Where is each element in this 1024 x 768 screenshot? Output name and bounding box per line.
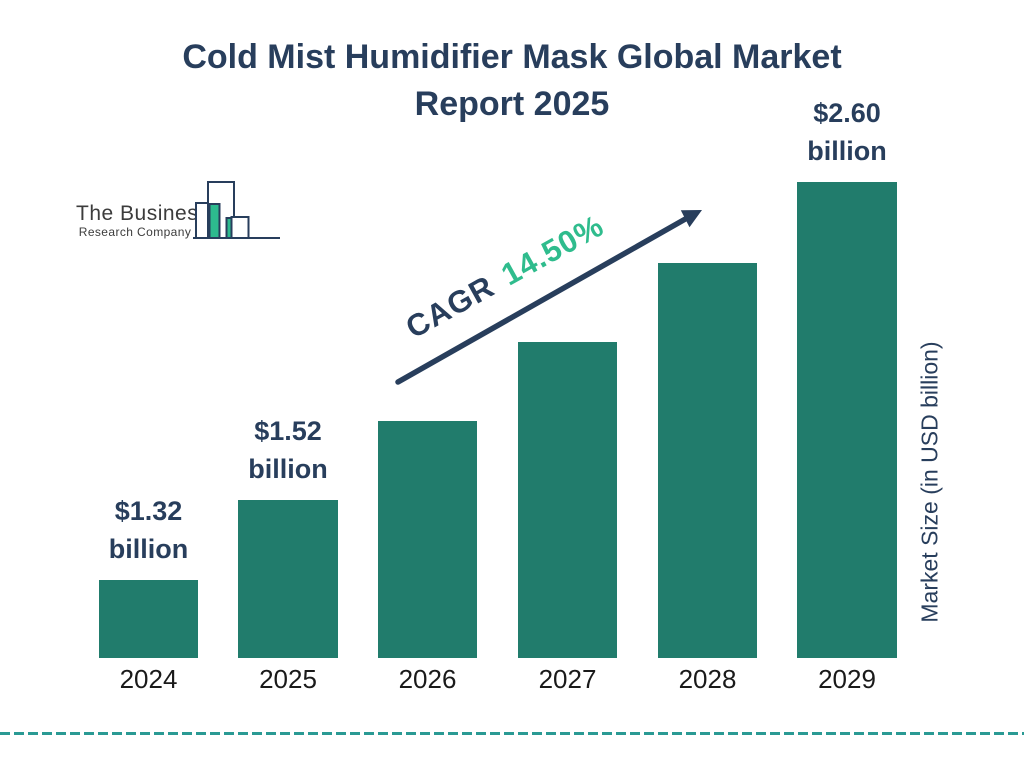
x-tick-2026: 2026 — [398, 664, 457, 694]
page-title: Cold Mist Humidifier Mask Global Market … — [0, 34, 1024, 128]
bar-2025 — [238, 500, 338, 658]
bar-2026 — [378, 421, 477, 658]
x-tick-2027: 2027 — [538, 664, 597, 694]
page-title-line2: Report 2025 — [414, 85, 610, 123]
bar-value-label-2025: $1.52 billion — [248, 416, 328, 484]
bar-2029 — [797, 182, 897, 658]
company-name: The Business — [76, 202, 210, 225]
x-tick-2028: 2028 — [678, 664, 737, 694]
page-title-line1: Cold Mist Humidifier Mask Global Market — [182, 38, 842, 76]
bar-value-label-2029: $2.60 billion — [807, 98, 887, 166]
x-tick-2029: 2029 — [818, 664, 876, 694]
x-tick-2025: 2025 — [259, 664, 317, 694]
bar-2027 — [518, 342, 617, 658]
company-logo-text: The Business Research Company — [76, 202, 210, 239]
x-tick-2024: 2024 — [119, 664, 178, 694]
company-subname: Research Company — [78, 225, 192, 239]
bottom-dashed-divider — [0, 732, 1024, 735]
bar-2024 — [99, 580, 198, 658]
bar-value-label-2024: $1.32 billion — [108, 496, 189, 564]
company-logo-skyline-icon — [193, 181, 280, 239]
bar-2028 — [658, 263, 757, 658]
y-axis-label: Market Size (in USD billion) — [916, 341, 943, 623]
